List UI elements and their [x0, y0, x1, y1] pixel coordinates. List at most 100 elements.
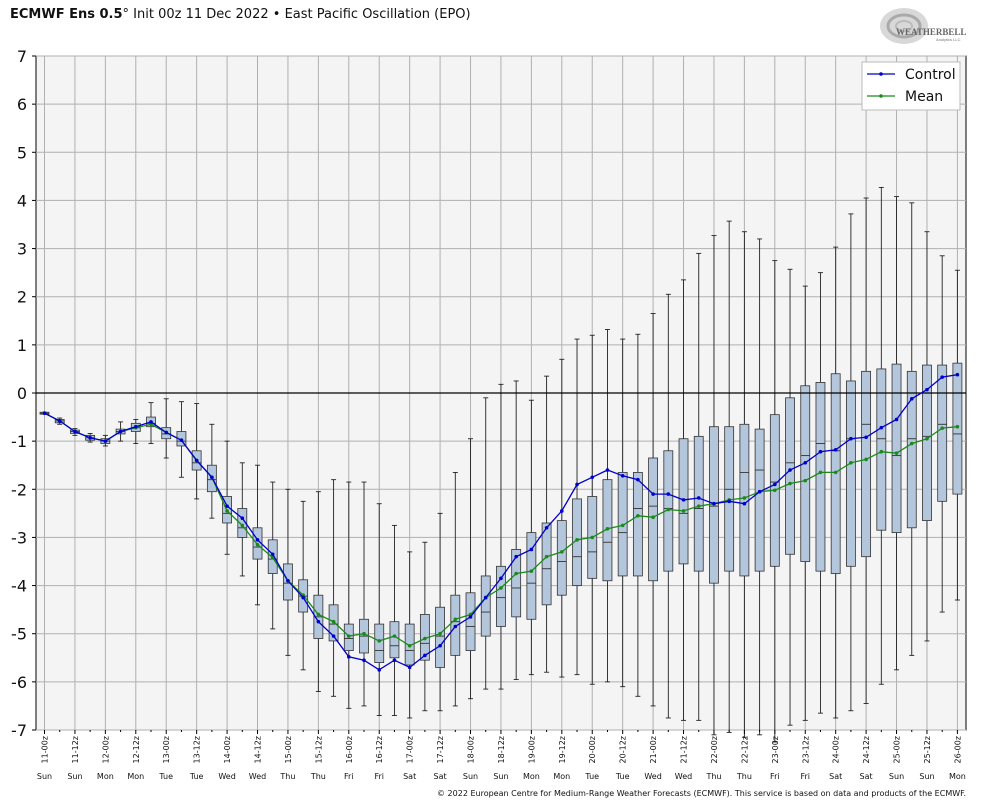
iqr-box [891, 363, 902, 534]
mean-point [818, 470, 823, 475]
control-point [468, 615, 473, 619]
control-point [864, 435, 868, 440]
mean-point [407, 643, 412, 648]
x-axis: 11-00z Sun 11-12z Sun 12-00z Mon 12-12z Mon 13-0… [37, 730, 966, 781]
x-time-label: 23-12z [801, 736, 810, 763]
y-tick-label: -2 [11, 480, 27, 499]
iqr-box [937, 364, 948, 502]
mean-point [651, 515, 655, 520]
mean-point [833, 470, 838, 475]
iqr-box [526, 532, 537, 620]
iqr-box [952, 362, 963, 495]
iqr-box [693, 435, 704, 572]
init-time: Init 00z 11 Dec 2022 [129, 7, 269, 22]
x-time-label: 12-12z [132, 736, 141, 763]
iqr-box [815, 382, 826, 572]
x-time-label: 21-12z [680, 736, 689, 763]
y-tick-label: 0 [17, 384, 27, 403]
logo-text: WEATHERBELL [896, 27, 966, 37]
control-point [909, 396, 914, 401]
control-point [407, 665, 412, 670]
x-day-label: Fri [770, 772, 780, 781]
control-point [179, 438, 184, 442]
weatherbell-logo: WEATHERBELL Analytics LLC [880, 8, 966, 44]
mean-point [940, 426, 944, 430]
mean-point [514, 571, 518, 576]
mean-point [925, 436, 929, 441]
mean-point [620, 523, 625, 528]
x-day-label: Tue [584, 772, 599, 781]
x-time-label: 18-12z [497, 736, 506, 763]
mean-point [377, 639, 382, 643]
control-point [529, 547, 534, 552]
mean-point [864, 457, 868, 462]
control-point [727, 499, 731, 504]
x-day-label: Wed [675, 772, 692, 781]
iqr-box [465, 592, 476, 651]
y-tick-label: 6 [17, 95, 27, 114]
x-time-label: 19-12z [558, 736, 567, 763]
x-time-label: 13-12z [193, 736, 202, 763]
iqr-box [876, 368, 887, 531]
x-time-label: 19-00z [527, 736, 536, 763]
iqr-box [861, 370, 872, 558]
mean-point [955, 424, 960, 429]
x-time-label: 17-12z [436, 736, 445, 763]
y-tick-label: 3 [17, 240, 27, 259]
control-point [590, 475, 595, 480]
iqr-box [632, 472, 643, 577]
iqr-box [480, 575, 491, 637]
x-day-label: Mon [949, 772, 966, 781]
iqr-box [800, 385, 811, 562]
x-day-label: Mon [97, 772, 114, 781]
control-point [925, 387, 929, 392]
x-day-label: Mon [523, 772, 540, 781]
x-time-label: 16-12z [375, 736, 384, 763]
control-point [499, 576, 503, 581]
mean-point [423, 636, 427, 641]
title-separator: • [268, 7, 285, 22]
iqr-box [389, 621, 400, 659]
iqr-box [739, 423, 750, 577]
control-point [103, 439, 108, 443]
x-day-label: Sun [37, 772, 52, 781]
x-day-label: Thu [705, 772, 721, 781]
x-day-label: Mon [553, 772, 570, 781]
x-day-label: Mon [127, 772, 144, 781]
y-tick-label: -7 [11, 721, 27, 740]
control-point [88, 435, 92, 440]
iqr-box [648, 457, 658, 582]
control-point [133, 424, 138, 429]
control-point [879, 425, 884, 430]
y-tick-label: 7 [17, 47, 27, 66]
control-point [696, 496, 701, 500]
control-point [666, 492, 671, 496]
chart-title: East Pacific Oscillation (EPO) [284, 7, 471, 22]
mean-point [392, 634, 397, 638]
control-point [894, 417, 899, 422]
control-point [210, 475, 214, 480]
mean-point [560, 550, 564, 554]
series-lines [42, 372, 960, 672]
x-day-label: Sat [434, 772, 447, 781]
iqr-box [435, 606, 445, 668]
x-time-label: 15-12z [314, 736, 323, 763]
y-tick-label: -5 [11, 625, 27, 644]
iqr-box [754, 428, 765, 572]
iqr-box [785, 397, 795, 555]
control-point [270, 552, 275, 557]
iqr-box [906, 370, 917, 529]
control-point [483, 595, 488, 600]
x-day-label: Thu [279, 772, 295, 781]
chart-header: ECMWF Ens 0.5° Init 00z 11 Dec 2022 • Ea… [10, 7, 471, 22]
x-day-label: Sat [829, 772, 842, 781]
control-point [940, 375, 944, 379]
x-time-label: 15-00z [284, 736, 293, 763]
control-point [788, 468, 792, 472]
control-point [620, 474, 625, 478]
x-day-label: Wed [644, 772, 661, 781]
y-tick-label: 4 [17, 191, 27, 210]
model-name: ECMWF Ens 0.5 [10, 7, 123, 22]
mean-point [362, 631, 366, 636]
x-time-label: 11-12z [71, 736, 80, 763]
